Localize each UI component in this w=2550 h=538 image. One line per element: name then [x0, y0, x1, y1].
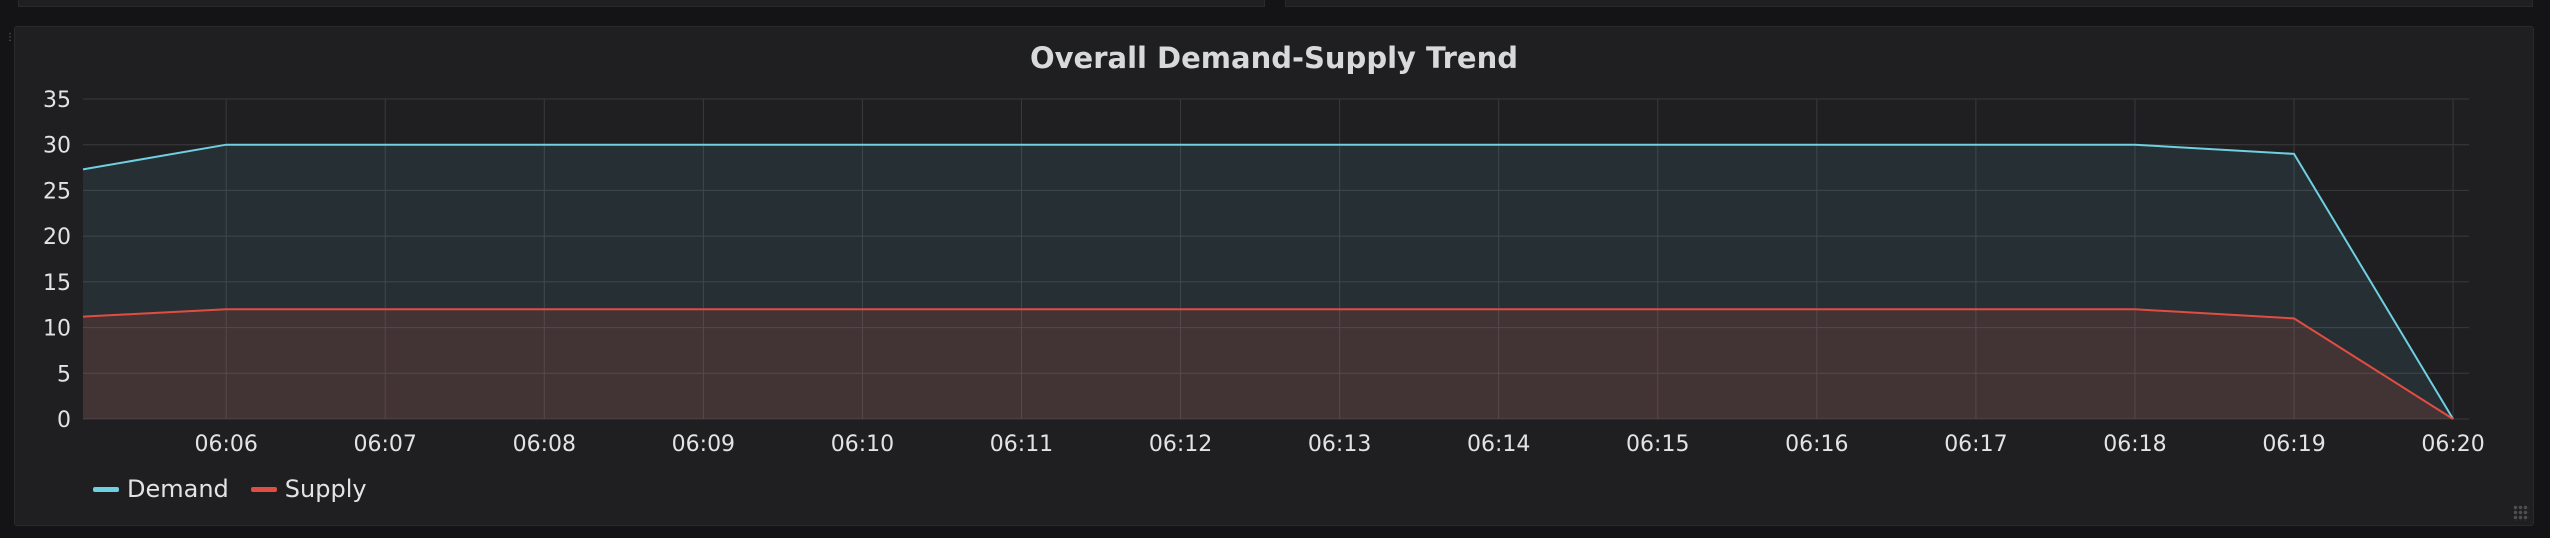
legend-item-supply[interactable]: Supply: [250, 475, 367, 503]
x-tick-label: 06:13: [1308, 432, 1371, 457]
y-tick-label: 0: [57, 408, 71, 433]
x-tick-label: 06:06: [194, 432, 257, 457]
x-tick-label: 06:16: [1785, 432, 1848, 457]
y-tick-label: 5: [57, 362, 71, 387]
x-tick-label: 06:19: [2262, 432, 2325, 457]
drag-handle-icon[interactable]: ⋮: [5, 32, 15, 43]
series-area-supply: [83, 309, 2454, 419]
legend-item-demand[interactable]: Demand: [93, 475, 229, 503]
y-tick-label: 30: [43, 134, 71, 159]
y-tick-label: 15: [43, 271, 71, 296]
chart-plot[interactable]: 0 5 10 15 20 25 30 35 06:06 06:07 06:08 06:09 06:10 0…: [15, 27, 2535, 527]
legend-swatch-demand: [93, 486, 119, 492]
series-line-supply[interactable]: [82, 308, 2454, 420]
y-tick-label: 35: [43, 88, 71, 113]
panel-title[interactable]: Overall Demand-Supply Trend: [1029, 41, 1518, 75]
panel-above-right: [1285, 0, 2533, 7]
y-tick-label: 20: [43, 225, 71, 250]
x-tick-label: 06:10: [831, 432, 894, 457]
top-strip: [0, 0, 2550, 22]
series-area-demand: [83, 144, 2454, 419]
x-tick-label: 06:09: [672, 432, 735, 457]
x-tick-label: 06:11: [990, 432, 1053, 457]
legend-label-demand: Demand: [127, 475, 229, 503]
x-tick-label: 06:14: [1467, 432, 1530, 457]
legend: Demand Supply: [93, 475, 367, 503]
x-tick-label: 06:20: [2421, 432, 2484, 457]
x-tick-label: 06:12: [1149, 432, 1212, 457]
x-tick-label: 06:17: [1944, 432, 2007, 457]
x-tick-label: 06:18: [2103, 432, 2166, 457]
legend-swatch-supply: [250, 486, 277, 492]
y-tick-label: 10: [43, 317, 71, 342]
series-line-demand[interactable]: [82, 143, 2454, 420]
graph-panel[interactable]: ⋮ Overall Demand-Supply Trend 0 5 10 15 20 25…: [5, 26, 2535, 527]
resize-handle-icon[interactable]: [2513, 505, 2529, 521]
x-tick-label: 06:08: [513, 432, 576, 457]
x-tick-label: 06:07: [354, 432, 417, 457]
legend-label-supply: Supply: [284, 475, 367, 503]
y-tick-label: 25: [43, 179, 71, 204]
x-tick-label: 06:15: [1626, 432, 1689, 457]
panel-above-left: [18, 0, 1265, 7]
